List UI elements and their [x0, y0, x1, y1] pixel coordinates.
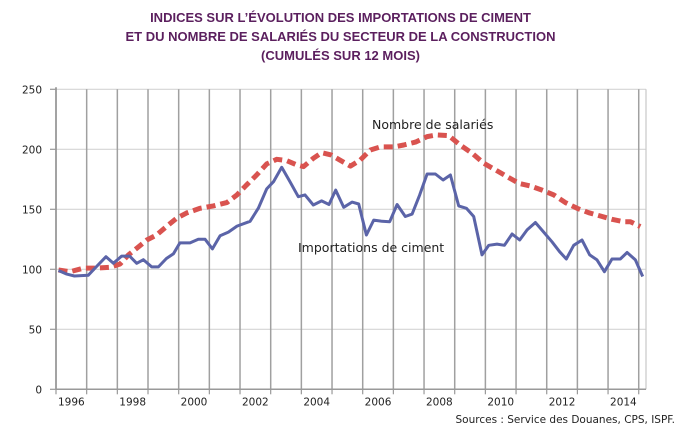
chart-title-line-3: (CUMULÉS SUR 12 MOIS): [261, 48, 420, 63]
series-lines: [57, 132, 645, 278]
chart-title-line-1: INDICES SUR L’ÉVOLUTION DES IMPORTATIONS…: [150, 10, 531, 25]
x-tick-label: 2010: [487, 396, 514, 408]
x-tick-label: 1996: [58, 396, 85, 408]
x-tick-label: 1998: [119, 396, 146, 408]
source-note: Sources : Service des Douanes, CPS, ISPF…: [455, 414, 675, 426]
series-line-importations: [57, 165, 645, 278]
series-line-salaries: [58, 132, 642, 275]
x-tick-label: 2008: [426, 396, 453, 408]
chart-title: INDICES SUR L’ÉVOLUTION DES IMPORTATIONS…: [0, 8, 681, 65]
x-tick-label: 2002: [242, 396, 269, 408]
x-tick-label: 2014: [610, 396, 637, 408]
x-tick-label: 2004: [303, 396, 330, 408]
y-tick-label: 150: [22, 204, 42, 216]
x-tick-label: 2012: [549, 396, 576, 408]
axes: 0 50 100 150 200 250 1996 1998 2000 2002 2004 2006 2…: [22, 84, 646, 408]
annotation-importations: Importations de ciment: [298, 240, 444, 255]
y-tick-label: 100: [22, 264, 42, 276]
chart-title-line-2: ET DU NOMBRE DE SALARIÉS DU SECTEUR DE L…: [125, 29, 556, 44]
y-tick-label: 250: [22, 84, 42, 96]
y-tick-label: 50: [29, 324, 42, 336]
x-tick-label: 2006: [365, 396, 392, 408]
x-tick-label: 2000: [181, 396, 208, 408]
y-tick-label: 0: [35, 384, 42, 396]
annotation-salaries: Nombre de salariés: [372, 117, 493, 132]
y-tick-label: 200: [22, 144, 42, 156]
